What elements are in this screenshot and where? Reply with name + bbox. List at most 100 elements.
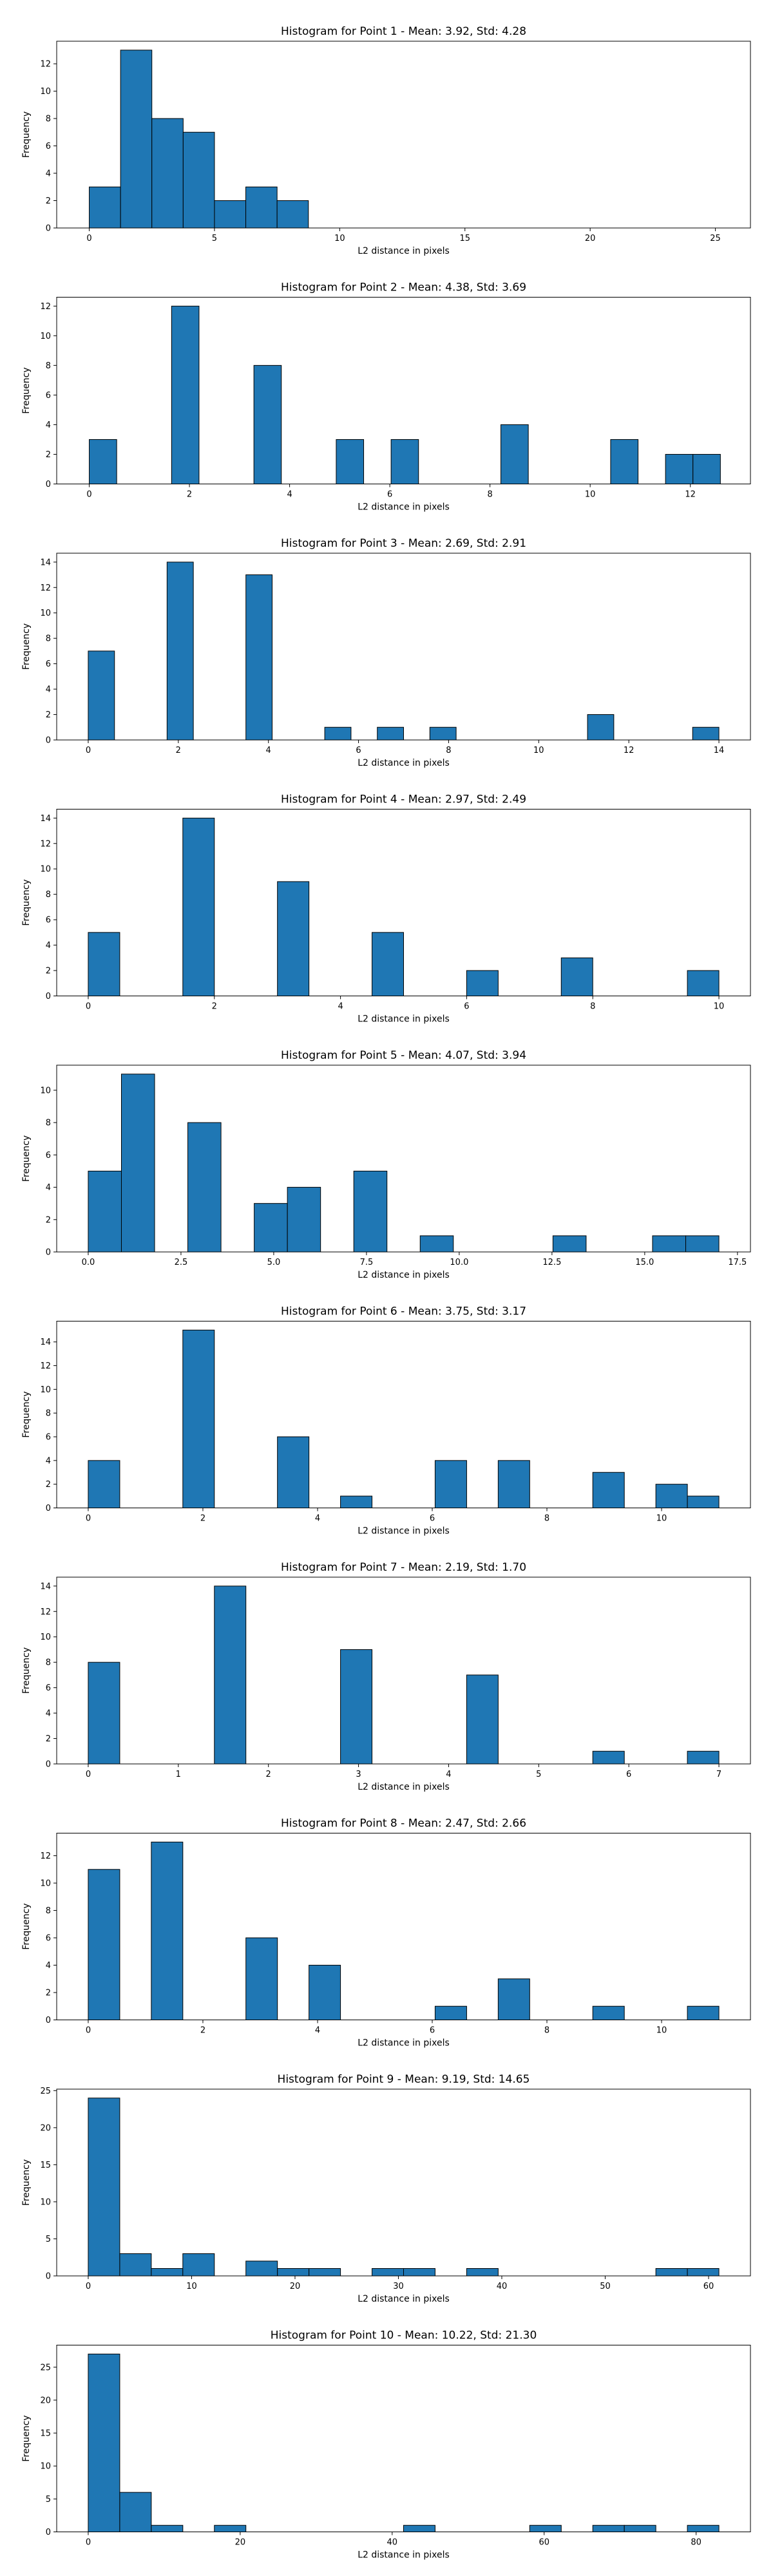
y-tick-label: 25 — [40, 2363, 51, 2372]
x-tick-label: 2 — [187, 490, 192, 500]
histogram-bar — [592, 2005, 625, 2021]
y-tick-label: 8 — [46, 890, 51, 900]
histogram-bar — [687, 2005, 720, 2021]
x-tick-label: 0 — [86, 234, 91, 243]
x-tick-label: 40 — [497, 2282, 508, 2291]
y-tick-label: 4 — [46, 421, 51, 430]
histogram-panel: Histogram for Point 10 - Mean: 10.22, St… — [21, 2329, 751, 2561]
y-tick-label: 0 — [46, 992, 51, 1001]
x-tick-label: 7.5 — [360, 1258, 374, 1267]
y-tick-label: 2 — [46, 1480, 51, 1490]
x-tick-label: 25 — [710, 234, 721, 243]
y-tick-label: 4 — [46, 1183, 51, 1193]
histogram-bar — [377, 726, 404, 741]
x-tick-label: 20 — [585, 234, 596, 243]
histogram-bar — [245, 2260, 278, 2277]
x-tick-label: 20 — [235, 2538, 246, 2548]
y-tick-label: 14 — [40, 1582, 51, 1591]
y-tick-label: 12 — [40, 583, 51, 593]
histogram-bar — [182, 817, 215, 997]
histogram-bar — [687, 1750, 720, 1765]
x-tick-label: 0 — [86, 490, 91, 500]
histogram-bar — [403, 2268, 435, 2277]
x-tick-label: 10 — [186, 2282, 197, 2291]
y-tick-label: 6 — [46, 1934, 51, 1944]
x-tick-label: 2 — [176, 746, 181, 755]
x-axis-label: L2 distance in pixels — [358, 246, 450, 256]
y-tick-label: 12 — [40, 302, 51, 312]
histogram-bar — [214, 2524, 247, 2533]
histogram-bar — [610, 439, 639, 485]
x-tick-label: 50 — [600, 2282, 611, 2291]
histogram-bar — [182, 2253, 215, 2277]
histogram-bar — [151, 2524, 184, 2533]
chart-title: Histogram for Point 3 - Mean: 2.69, Std:… — [281, 537, 526, 550]
x-tick-label: 4 — [315, 2026, 320, 2036]
histogram-bar — [501, 424, 529, 485]
histogram-bar — [687, 2524, 720, 2533]
x-tick-label: 5 — [212, 234, 217, 243]
x-tick-label: 60 — [703, 2282, 714, 2291]
histogram-bar — [372, 932, 405, 997]
y-tick-label: 6 — [46, 142, 51, 151]
histogram-bar — [372, 2268, 405, 2277]
chart-title: Histogram for Point 4 - Mean: 2.97, Std:… — [281, 793, 526, 806]
y-tick-label: 10 — [40, 2462, 51, 2472]
y-tick-label: 8 — [46, 634, 51, 644]
histogram-bar — [89, 186, 121, 229]
chart-title: Histogram for Point 9 - Mean: 9.19, Std:… — [278, 2073, 530, 2086]
y-tick-label: 8 — [46, 361, 51, 371]
y-tick-label: 0 — [46, 2528, 51, 2537]
x-axis-label: L2 distance in pixels — [358, 1782, 450, 1792]
histogram-bar — [254, 1203, 288, 1253]
histogram-bar — [592, 1472, 625, 1509]
x-tick-label: 5 — [536, 1770, 541, 1779]
histogram-bar — [88, 1460, 120, 1508]
y-tick-label: 10 — [40, 1086, 51, 1095]
y-tick-label: 2 — [46, 1989, 51, 1998]
x-tick-label: 17.5 — [728, 1258, 747, 1267]
x-axis-label: L2 distance in pixels — [358, 2294, 450, 2304]
y-tick-label: 6 — [46, 916, 51, 925]
y-tick-label: 12 — [40, 60, 51, 70]
histogram-bar — [88, 650, 115, 741]
histogram-bar — [466, 970, 499, 996]
histogram-bar — [119, 2253, 152, 2277]
y-tick-label: 0 — [46, 2272, 51, 2282]
y-tick-label: 10 — [40, 2197, 51, 2207]
y-tick-label: 4 — [46, 169, 51, 179]
plot-frame — [56, 1577, 751, 1765]
x-tick-label: 0 — [86, 1514, 91, 1524]
y-tick-label: 4 — [46, 685, 51, 695]
histogram-bar — [151, 1841, 184, 2021]
y-tick-label: 5 — [46, 2495, 51, 2505]
y-tick-label: 0 — [46, 224, 51, 234]
chart-title: Histogram for Point 5 - Mean: 4.07, Std:… — [281, 1049, 526, 1062]
histogram-bar — [403, 2524, 435, 2533]
x-tick-label: 0 — [86, 1770, 91, 1779]
histogram-panel: Histogram for Point 2 - Mean: 4.38, Std:… — [21, 281, 751, 513]
histogram-bar — [120, 1074, 155, 1253]
x-tick-label: 12 — [685, 490, 696, 500]
y-tick-label: 15 — [40, 2429, 51, 2439]
y-tick-label: 12 — [40, 1607, 51, 1617]
x-axis-label: L2 distance in pixels — [358, 2550, 450, 2561]
histogram-bar — [692, 453, 721, 485]
histogram-bar — [652, 1235, 687, 1253]
histogram-bar — [151, 118, 184, 229]
y-axis-label: Frequency — [21, 367, 32, 413]
histogram-bar — [166, 562, 194, 741]
y-axis-label: Frequency — [21, 1135, 32, 1182]
histogram-bar — [592, 2524, 625, 2533]
histogram-bar — [655, 1484, 688, 1508]
x-tick-label: 6 — [464, 1002, 469, 1012]
x-tick-label: 15.0 — [635, 1258, 654, 1267]
y-tick-label: 10 — [40, 1633, 51, 1642]
y-tick-label: 6 — [46, 1151, 51, 1160]
plot-frame — [56, 41, 751, 229]
histogram-bar — [529, 2524, 562, 2533]
x-tick-label: 0 — [86, 1002, 91, 1012]
x-tick-label: 4 — [287, 490, 292, 500]
x-tick-label: 8 — [590, 1002, 595, 1012]
